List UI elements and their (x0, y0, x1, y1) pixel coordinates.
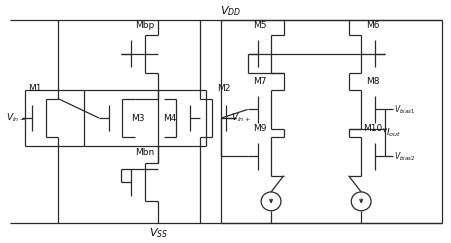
Text: M7: M7 (253, 77, 266, 86)
Text: Mbn: Mbn (135, 148, 154, 157)
Text: M5: M5 (253, 21, 266, 30)
Text: M6: M6 (365, 21, 378, 30)
Text: M3: M3 (131, 113, 145, 122)
Text: $V_{in+}$: $V_{in+}$ (230, 112, 250, 124)
Text: M2: M2 (216, 84, 230, 93)
Text: $V_{SS}$: $V_{SS}$ (148, 226, 168, 240)
Text: $V_{DD}$: $V_{DD}$ (220, 4, 240, 17)
Text: M1: M1 (28, 84, 41, 93)
Text: $\mathit{I}_{out}$: $\mathit{I}_{out}$ (385, 127, 400, 139)
Text: $V_{bias2}$: $V_{bias2}$ (393, 150, 414, 163)
Text: M8: M8 (365, 77, 378, 86)
Text: M9: M9 (253, 124, 266, 133)
Text: M4: M4 (163, 113, 176, 122)
Text: Mbp: Mbp (135, 21, 154, 30)
Text: M10: M10 (362, 124, 381, 133)
Text: $V_{in-}$: $V_{in-}$ (6, 112, 26, 124)
Text: $V_{bias1}$: $V_{bias1}$ (393, 103, 414, 116)
